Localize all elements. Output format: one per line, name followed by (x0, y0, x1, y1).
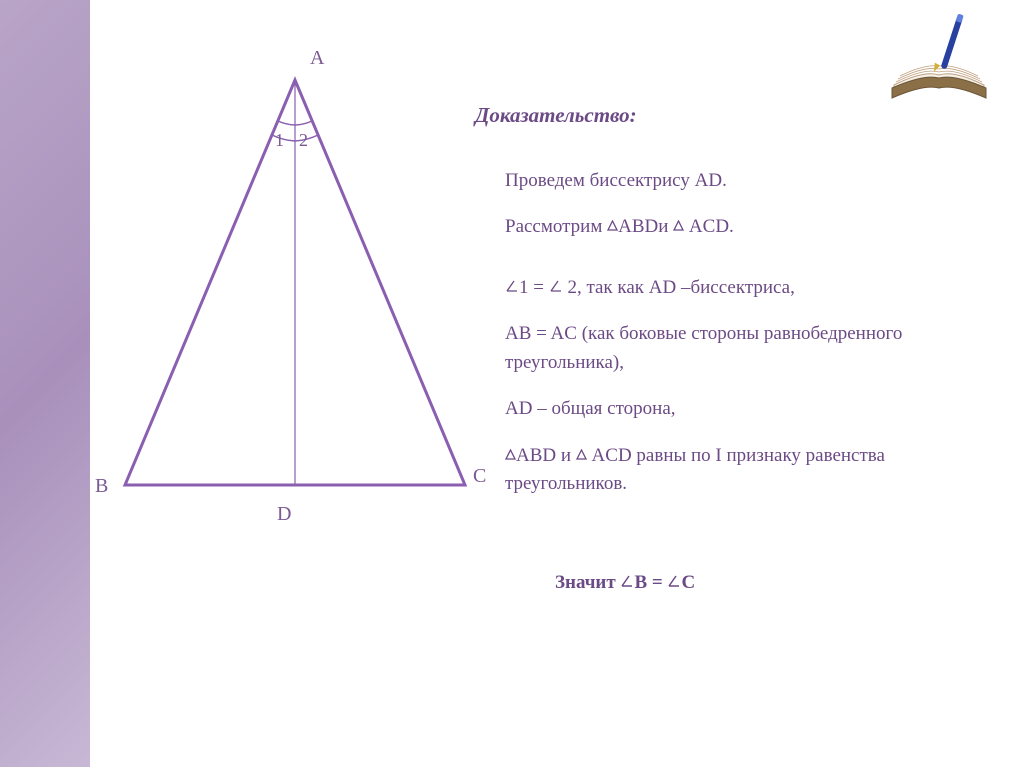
triangle-icon (576, 441, 587, 470)
proof-text-block: Доказательство: Проведем биссектрису AD.… (505, 100, 985, 597)
proof-line-1-prefix: Проведем биссектрису (505, 170, 695, 191)
angle-label-1: 1 (275, 130, 284, 151)
conclusion-b: B (634, 572, 647, 593)
proof-line-2: Рассмотрим ABDи ACD. (505, 213, 985, 242)
proof-line-6: ABD и ACD равны по I признаку равенства … (505, 442, 985, 499)
proof-line-1: Проведем биссектрису AD. (505, 167, 985, 196)
proof-title: Доказательство: (475, 100, 985, 132)
proof-line-3-angle2: 2 (563, 277, 577, 298)
triangle-icon (607, 212, 618, 241)
angle-icon (620, 569, 634, 598)
proof-line-1-suffix: . (722, 170, 727, 191)
triangle-icon (505, 441, 516, 470)
conclusion-eq: = (647, 572, 667, 593)
angle-arc-2 (295, 121, 312, 125)
proof-line-6-mid: и (556, 445, 576, 466)
gradient-side-panel (0, 0, 90, 767)
proof-line-5: AD – общая сторона, (505, 395, 985, 424)
conclusion-prefix: Значит (555, 572, 620, 593)
proof-line-3-suffix: , так как AD –биссектриса, (577, 277, 795, 298)
proof-line-2-abd: ABD (618, 216, 658, 237)
triangle-icon (673, 212, 684, 241)
vertex-label-d: D (277, 503, 291, 526)
proof-line-2-mid: и (658, 216, 673, 237)
proof-line-3: 1 = 2, так как AD –биссектриса, (505, 274, 985, 303)
angle-icon (667, 569, 681, 598)
proof-line-4: AB = AC (как боковые стороны равнобедрен… (505, 320, 985, 377)
proof-line-3-eq: = (529, 277, 549, 298)
book-pen-icon (874, 10, 1004, 110)
proof-line-2-acd: ACD. (684, 216, 734, 237)
proof-line-6-abd: ABD (516, 445, 556, 466)
conclusion-c: C (681, 572, 695, 593)
angle-icon (549, 274, 563, 303)
vertex-label-c: C (473, 465, 486, 488)
proof-line-2-prefix: Рассмотрим (505, 216, 607, 237)
vertex-label-a: A (310, 47, 324, 70)
triangle-diagram: A B C D 1 2 (95, 55, 495, 515)
vertex-label-b: B (95, 475, 108, 498)
proof-line-6-acd: ACD (587, 445, 632, 466)
proof-line-3-angle1: 1 (519, 277, 529, 298)
proof-conclusion: Значит B = C (555, 569, 985, 598)
proof-line-1-ad: AD (695, 170, 722, 191)
angle-label-2: 2 (299, 130, 308, 151)
angle-arc-1 (278, 121, 295, 125)
angle-icon (505, 274, 519, 303)
